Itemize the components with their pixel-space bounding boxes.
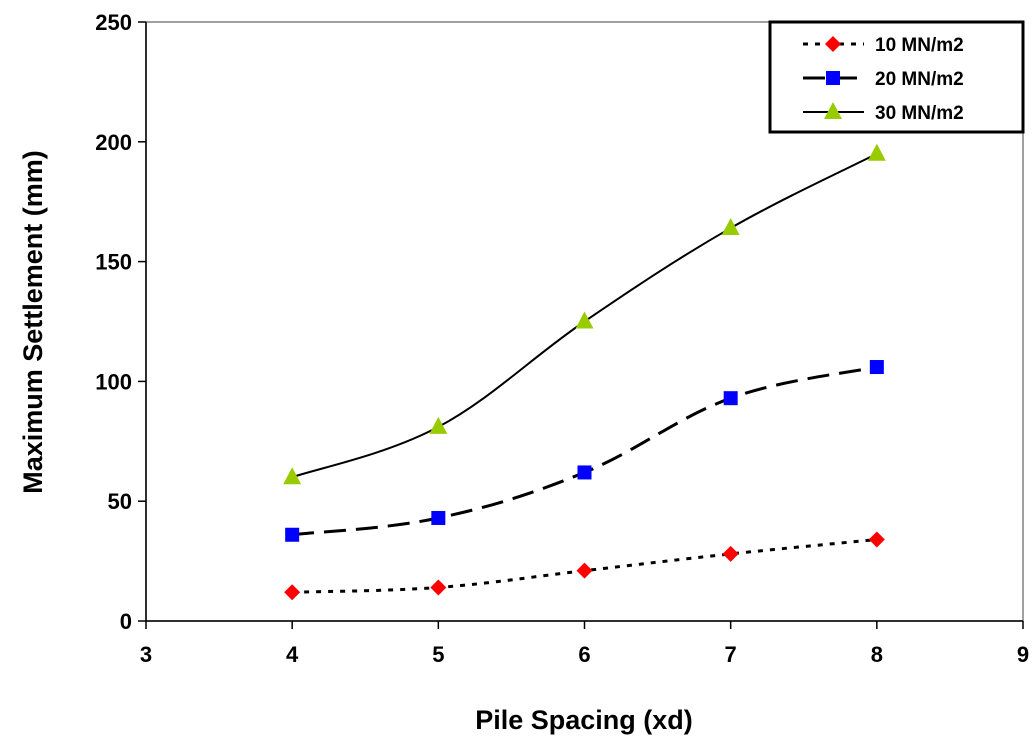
data-point — [576, 562, 593, 579]
legend-label: 30 MN/m2 — [875, 103, 964, 124]
series-layer — [283, 143, 886, 601]
legend: 10 MN/m2 20 MN/m2 30 MN/m2 — [768, 20, 1025, 134]
data-point — [429, 416, 448, 434]
series-2 — [285, 360, 884, 542]
data-point — [430, 579, 447, 596]
data-point — [284, 584, 301, 601]
y-axis-title: Maximum Settlement (mm) — [18, 150, 48, 494]
x-tick-label: 6 — [578, 642, 590, 667]
legend-label: 10 MN/m2 — [875, 35, 964, 56]
y-tick-label: 50 — [108, 489, 132, 514]
y-tick-label: 0 — [120, 609, 132, 634]
x-tick-label: 7 — [725, 642, 737, 667]
y-ticks: 0 50 100 150 200 250 — [95, 10, 146, 634]
data-point — [723, 391, 738, 406]
x-tick-label: 4 — [286, 642, 299, 667]
data-point — [431, 510, 446, 525]
x-ticks: 3 4 5 6 7 8 9 — [140, 621, 1029, 667]
x-tick-label: 8 — [871, 642, 883, 667]
x-axis-title: Pile Spacing (xd) — [475, 705, 693, 735]
y-tick-label: 200 — [95, 130, 132, 155]
data-point — [869, 360, 884, 375]
legend-label: 20 MN/m2 — [875, 69, 964, 90]
x-tick-label: 9 — [1017, 642, 1029, 667]
series-1 — [284, 531, 885, 601]
x-tick-label: 3 — [140, 642, 152, 667]
data-point — [285, 527, 300, 542]
y-tick-label: 150 — [95, 250, 132, 275]
data-point — [283, 467, 302, 485]
series-3 — [283, 143, 886, 485]
legend-marker — [825, 36, 841, 52]
legend-items: 10 MN/m2 20 MN/m2 30 MN/m2 — [803, 35, 964, 124]
data-point — [867, 143, 886, 161]
data-point — [722, 545, 739, 562]
y-tick-label: 250 — [95, 10, 132, 35]
legend-marker — [826, 71, 840, 85]
data-point — [577, 465, 592, 480]
y-tick-label: 100 — [95, 369, 132, 394]
data-point — [575, 311, 594, 329]
x-tick-label: 5 — [432, 642, 444, 667]
legend-marker — [824, 102, 842, 119]
data-point — [721, 218, 740, 236]
data-point — [868, 531, 885, 548]
